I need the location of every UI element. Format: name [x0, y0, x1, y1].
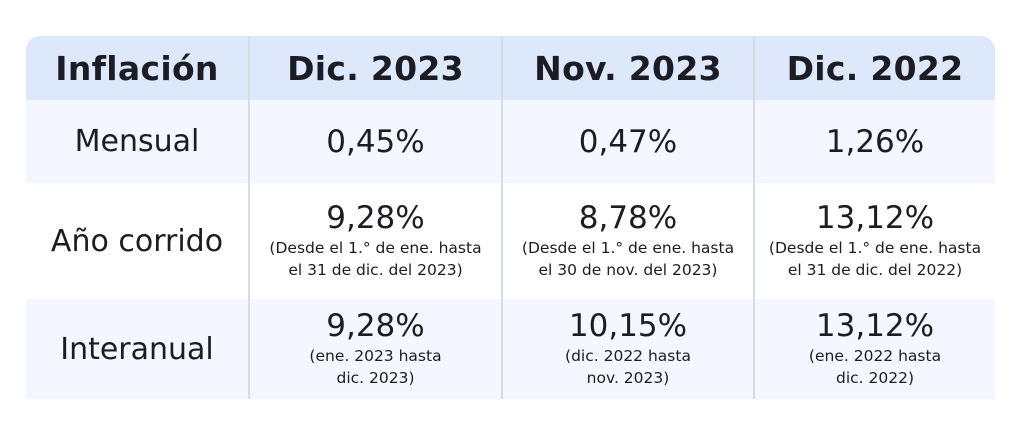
row-label: Interanual: [60, 331, 214, 367]
cell-value: 0,47%: [578, 123, 678, 160]
note-line: (ene. 2023 hasta: [309, 347, 442, 365]
row-label: Año corrido: [50, 223, 224, 259]
header-label: Nov. 2023: [534, 48, 722, 88]
cell-note: (Desde el 1.° de ene. hasta el 31 de dic.…: [769, 237, 981, 281]
header-nov-2023: Nov. 2023: [501, 36, 753, 100]
cell-value: 13,12%: [815, 200, 935, 236]
row-label: Mensual: [74, 124, 200, 159]
cell-value: 8,78%: [578, 200, 678, 236]
cell-value: 10,15%: [568, 308, 688, 344]
row-label-interanual: Interanual: [26, 299, 248, 399]
note-line: (Desde el 1.° de ene. hasta: [521, 239, 735, 257]
cell-value: 9,28%: [326, 200, 425, 236]
note-line: (Desde el 1.° de ene. hasta: [768, 239, 982, 257]
note-line: el 30 de nov. del 2023): [538, 261, 718, 279]
cell-value: 1,26%: [825, 123, 925, 160]
cell-value: 0,45%: [326, 123, 425, 160]
cell-note: (Desde el 1.° de ene. hasta el 30 de nov.…: [522, 237, 734, 281]
header-dic-2023: Dic. 2023: [248, 36, 501, 100]
note-line: (dic. 2022 hasta: [565, 347, 691, 365]
header-label: Dic. 2022: [786, 48, 964, 88]
cell-note: (dic. 2022 hasta nov. 2023): [565, 345, 691, 389]
note-line: (ene. 2022 hasta: [808, 347, 942, 365]
cell-note: (ene. 2022 hasta dic. 2022): [809, 345, 941, 389]
cell-value: 9,28%: [326, 308, 425, 344]
note-line: dic. 2022): [835, 369, 914, 387]
cell-value: 13,12%: [815, 308, 935, 344]
note-line: el 31 de dic. del 2023): [288, 261, 463, 279]
note-line: (Desde el 1.° de ene. hasta: [269, 239, 482, 257]
ano-corrido-dic-2022: 13,12% (Desde el 1.° de ene. hasta el 31 …: [753, 183, 995, 299]
mensual-dic-2023: 0,45%: [248, 100, 501, 183]
mensual-dic-2022: 1,26%: [753, 100, 995, 183]
interanual-dic-2022: 13,12% (ene. 2022 hasta dic. 2022): [753, 299, 995, 399]
interanual-nov-2023: 10,15% (dic. 2022 hasta nov. 2023): [501, 299, 753, 399]
mensual-nov-2023: 0,47%: [501, 100, 753, 183]
inflation-table: Inflación Dic. 2023 Nov. 2023 Dic. 2022 …: [26, 36, 995, 399]
cell-note: (Desde el 1.° de ene. hasta el 31 de dic.…: [269, 237, 481, 281]
note-line: el 31 de dic. del 2022): [787, 261, 963, 279]
interanual-dic-2023: 9,28% (ene. 2023 hasta dic. 2023): [248, 299, 501, 399]
ano-corrido-nov-2023: 8,78% (Desde el 1.° de ene. hasta el 30 d…: [501, 183, 753, 299]
row-label-ano-corrido: Año corrido: [26, 183, 248, 299]
cell-note: (ene. 2023 hasta dic. 2023): [309, 345, 441, 389]
note-line: dic. 2023): [336, 369, 415, 387]
ano-corrido-dic-2023: 9,28% (Desde el 1.° de ene. hasta el 31 d…: [248, 183, 501, 299]
header-label: Inflación: [55, 48, 219, 88]
row-label-mensual: Mensual: [26, 100, 248, 183]
header-label: Dic. 2023: [287, 48, 464, 88]
header-inflation: Inflación: [26, 36, 248, 100]
header-dic-2022: Dic. 2022: [753, 36, 995, 100]
note-line: nov. 2023): [586, 369, 670, 387]
